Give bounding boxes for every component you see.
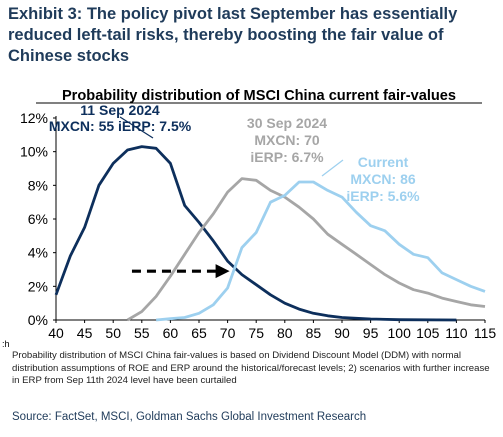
series-line-1: [126, 177, 486, 322]
x-tick-label: 110: [445, 325, 468, 341]
x-tick-label: 80: [277, 325, 293, 341]
series-label-1: 30 Sep 2024: [247, 115, 327, 131]
y-tick-label: 4%: [28, 245, 48, 261]
x-tick-label: 105: [416, 325, 440, 341]
series-leader-0: [119, 116, 154, 139]
y-tick-label: 6%: [28, 211, 48, 227]
annotation-arrow-head: [215, 264, 230, 279]
series-label-0: 11 Sep 2024: [80, 102, 160, 118]
x-tick-label: 45: [77, 325, 93, 341]
x-tick-label: 100: [388, 325, 412, 341]
y-tick-label: 2%: [28, 278, 48, 294]
source-line: Source: FactSet, MSCI, Goldman Sachs Glo…: [12, 411, 367, 423]
x-tick-label: 60: [163, 325, 179, 341]
y-tick-label: 8%: [28, 177, 48, 193]
x-tick-label: 75: [248, 325, 264, 341]
x-tick-label: 65: [191, 325, 207, 341]
series-label-2: Current: [358, 154, 409, 170]
series-label-1: MXCN: 70: [254, 132, 320, 148]
series-line-0: [54, 145, 457, 322]
series-leader-2: [321, 159, 344, 177]
plot-area: 0% 2% 4% 6% 8% 10% 12% 40 45 50 55 60 65 70 75 80 85 90 95…: [2, 102, 496, 349]
series-label-2: iERP: 5.6%: [346, 188, 420, 204]
series-line-2: [155, 180, 486, 322]
series-label-2: MXCN: 86: [350, 171, 416, 187]
footnote: Probability distribution of MSCI China f…: [12, 350, 490, 386]
x-tick-label: 90: [334, 325, 350, 341]
x-tick-label: 50: [105, 325, 121, 341]
x-tick-label: 40: [48, 325, 64, 341]
series-label-1: iERP: 6.7%: [250, 149, 324, 165]
x-tick-label: 115: [474, 325, 497, 341]
y-tick-label: 12%: [20, 110, 48, 126]
x-tick-label: 70: [220, 325, 236, 341]
x-axis-prefix: :h: [2, 339, 10, 349]
x-tick-label: 85: [306, 325, 322, 341]
exhibit-title: Exhibit 3: The policy pivot last Septemb…: [8, 5, 458, 65]
fair-value-distribution-chart: Probability distribution of MSCI China c…: [2, 88, 496, 349]
x-tick-label: 55: [134, 325, 150, 341]
series-label-0: MXCN: 55 iERP: 7.5%: [49, 118, 192, 134]
x-tick-label: 95: [363, 325, 379, 341]
y-tick-label: 0%: [28, 312, 48, 328]
chart-title: Probability distribution of MSCI China c…: [62, 88, 456, 104]
chart-container: Probability distribution of MSCI China c…: [0, 84, 503, 354]
y-tick-label: 10%: [20, 144, 48, 160]
